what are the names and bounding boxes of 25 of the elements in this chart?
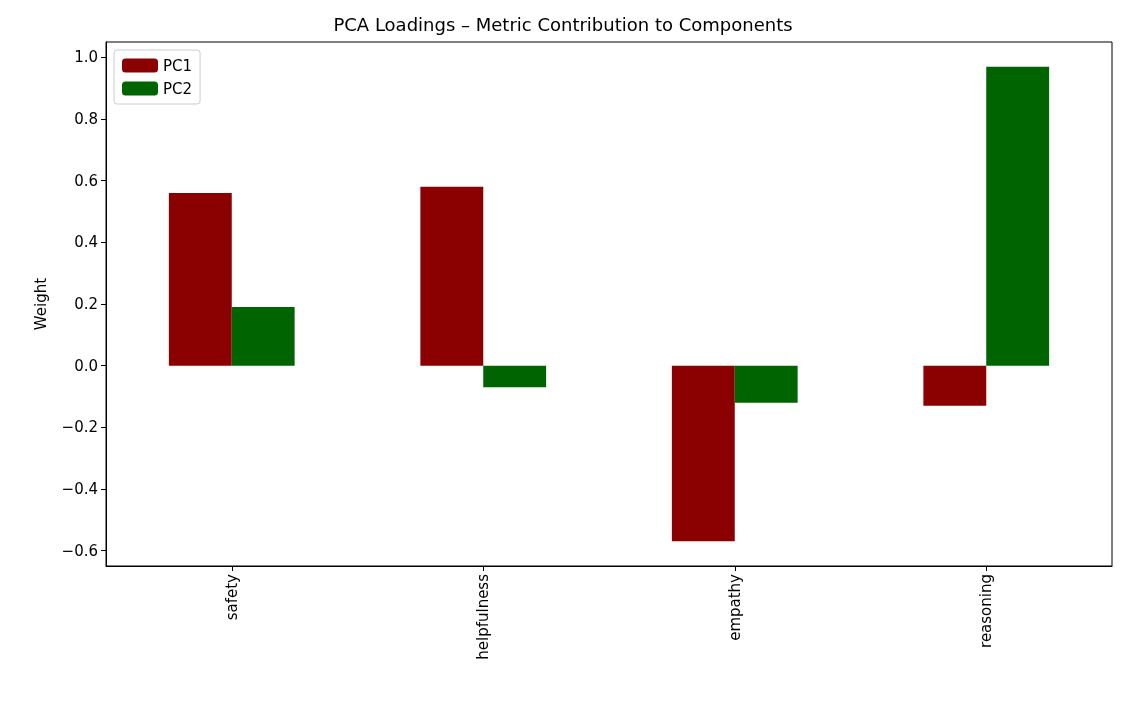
x-tick-label: reasoning: [977, 574, 996, 648]
bar: [671, 365, 735, 542]
y-tick-label: −0.4: [61, 479, 98, 498]
bar: [734, 365, 798, 403]
bar: [168, 193, 232, 366]
y-tick-label: 0.0: [74, 356, 98, 375]
y-axis-title: Weight: [31, 277, 50, 331]
bar: [420, 186, 484, 366]
x-tick-label: safety: [222, 573, 241, 621]
bar: [923, 365, 987, 406]
y-tick-label: 0.6: [74, 171, 98, 190]
y-tick-label: −0.2: [61, 418, 98, 437]
y-tick-label: 0.4: [74, 233, 98, 252]
legend-label: PC1: [163, 56, 193, 75]
bar: [483, 365, 547, 388]
bar: [231, 307, 295, 366]
y-tick-label: 0.8: [74, 110, 98, 129]
chart-title: PCA Loadings – Metric Contribution to Components: [333, 13, 793, 35]
y-tick-label: 1.0: [74, 48, 98, 67]
legend-label: PC2: [163, 79, 193, 98]
x-tick-label: helpfulness: [474, 573, 493, 660]
y-tick-label: 0.2: [74, 295, 98, 313]
y-tick-label: −0.6: [61, 541, 98, 560]
bar: [986, 66, 1050, 366]
x-tick-label: empathy: [725, 573, 744, 641]
